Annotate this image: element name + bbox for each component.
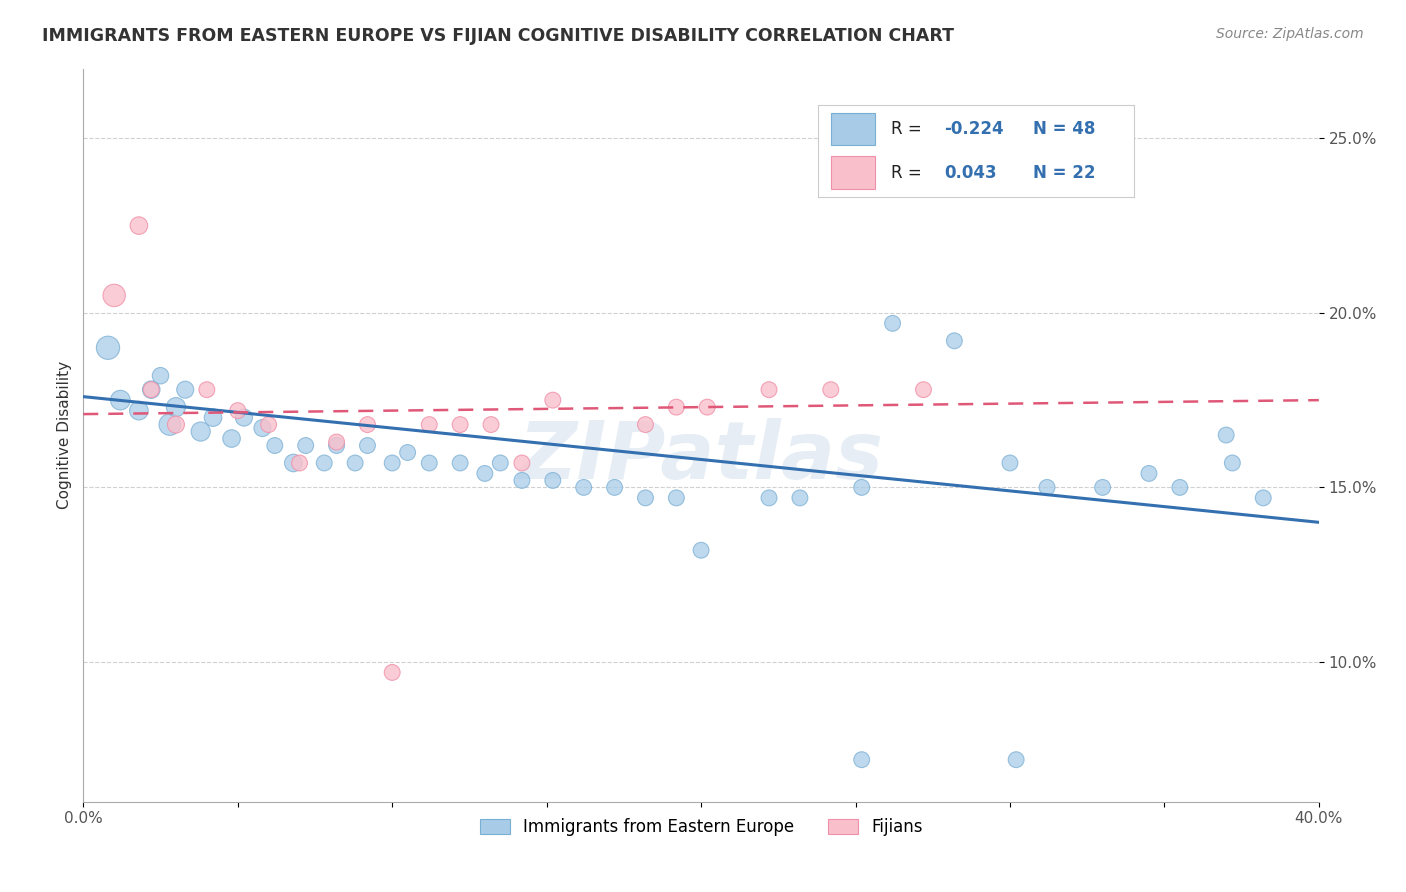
Point <box>541 474 564 488</box>
Point <box>510 456 533 470</box>
Point <box>912 383 935 397</box>
Point <box>128 219 150 233</box>
Legend: Immigrants from Eastern Europe, Fijians: Immigrants from Eastern Europe, Fijians <box>471 810 931 845</box>
Point <box>541 393 564 408</box>
Point <box>882 316 904 330</box>
Text: Source: ZipAtlas.com: Source: ZipAtlas.com <box>1216 27 1364 41</box>
Text: ZIPatlas: ZIPatlas <box>519 418 883 496</box>
Point <box>221 432 243 446</box>
Point <box>665 400 688 414</box>
Point <box>226 403 249 417</box>
Point <box>510 474 533 488</box>
Point <box>195 383 218 397</box>
Point <box>943 334 966 348</box>
Point <box>97 341 120 355</box>
Point <box>758 383 780 397</box>
Point <box>851 753 873 767</box>
Point <box>474 467 496 481</box>
Point <box>665 491 688 505</box>
Point <box>1137 467 1160 481</box>
Point <box>1005 753 1028 767</box>
Point <box>820 383 842 397</box>
Point <box>190 425 212 439</box>
Point <box>356 417 378 432</box>
Point <box>283 456 305 470</box>
Point <box>396 445 419 459</box>
Point <box>128 403 150 417</box>
Point <box>690 543 713 558</box>
Point <box>294 438 316 452</box>
Point <box>381 665 404 680</box>
Point <box>325 435 347 450</box>
Text: IMMIGRANTS FROM EASTERN EUROPE VS FIJIAN COGNITIVE DISABILITY CORRELATION CHART: IMMIGRANTS FROM EASTERN EUROPE VS FIJIAN… <box>42 27 955 45</box>
Point <box>165 400 187 414</box>
Point <box>110 393 132 408</box>
Point <box>252 421 274 435</box>
Point <box>257 417 280 432</box>
Point <box>1036 480 1059 494</box>
Point <box>851 480 873 494</box>
Point <box>174 383 197 397</box>
Point <box>381 456 404 470</box>
Point <box>356 438 378 452</box>
Point <box>202 410 225 425</box>
Point <box>325 438 347 452</box>
Point <box>789 491 811 505</box>
Point <box>758 491 780 505</box>
Point <box>696 400 718 414</box>
Point <box>141 383 163 397</box>
Point <box>634 417 657 432</box>
Point <box>159 417 181 432</box>
Point <box>232 410 254 425</box>
Point <box>998 456 1021 470</box>
Point <box>103 288 125 302</box>
Point <box>603 480 626 494</box>
Point <box>418 417 440 432</box>
Point <box>165 417 187 432</box>
Point <box>1220 456 1243 470</box>
Point <box>1091 480 1114 494</box>
Point <box>418 456 440 470</box>
Point <box>1251 491 1274 505</box>
Point <box>634 491 657 505</box>
Point <box>288 456 311 470</box>
Point <box>1215 428 1237 442</box>
Point <box>141 383 163 397</box>
Point <box>449 417 471 432</box>
Point <box>314 456 336 470</box>
Point <box>344 456 367 470</box>
Point <box>1168 480 1191 494</box>
Point <box>479 417 502 432</box>
Point <box>489 456 512 470</box>
Point <box>149 368 172 383</box>
Point <box>572 480 595 494</box>
Point <box>449 456 471 470</box>
Point <box>263 438 285 452</box>
Y-axis label: Cognitive Disability: Cognitive Disability <box>58 361 72 509</box>
